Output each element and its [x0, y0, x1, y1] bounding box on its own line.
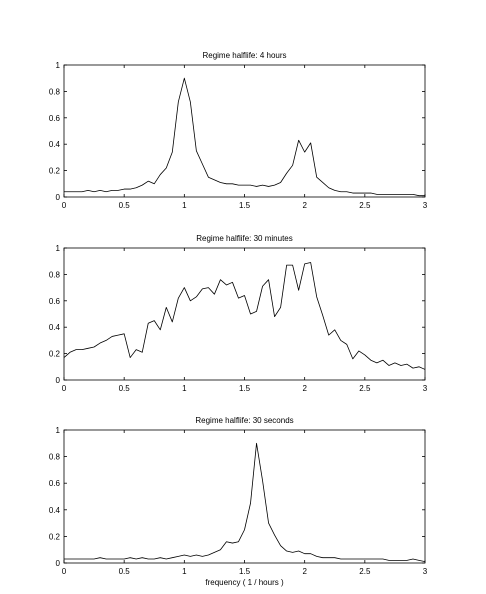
series-line-1 — [64, 442, 426, 563]
x-tick-label: 1 — [182, 567, 187, 576]
x-tick-label: 2.5 — [359, 384, 371, 393]
y-tick-label: 0.6 — [49, 479, 61, 488]
x-tick-label: 0 — [62, 201, 67, 210]
x-tick-label: 0.5 — [119, 384, 131, 393]
series-line-1 — [64, 77, 425, 197]
y-tick-label: 0.4 — [49, 323, 61, 332]
series-line-1 — [63, 262, 426, 370]
y-tick-label: 0 — [56, 559, 61, 568]
chart-title: Regime halflife: 30 minutes — [196, 234, 293, 243]
y-tick-label: 0.2 — [49, 532, 61, 541]
x-tick-label: 2 — [302, 567, 307, 576]
chart-panel-3: Regime halflife: 30 seconds 0 0.5 1 1.5 2 2.5 3… — [49, 416, 428, 587]
x-tick-label: 3 — [423, 201, 428, 210]
chart-title: Regime halflife: 30 seconds — [195, 416, 293, 425]
y-tick-label: 0.6 — [49, 114, 61, 123]
x-tick-label: 2 — [302, 384, 307, 393]
x-tick-label: 1 — [182, 384, 187, 393]
x-tick-label: 0.5 — [119, 201, 131, 210]
y-tick-label: 0.2 — [49, 167, 61, 176]
x-tick-label: 3 — [423, 384, 428, 393]
chart-panel-2: Regime halflife: 30 minutes 0 0.5 1 1.5 2 2.5 3… — [49, 234, 428, 393]
x-tick-label: 1.5 — [239, 201, 251, 210]
y-tick-label: 0.8 — [49, 453, 61, 462]
y-tick-label: 0.6 — [49, 297, 61, 306]
x-tick-label: 3 — [423, 567, 428, 576]
y-tick-label: 0.4 — [49, 140, 61, 149]
x-axis-label: frequency ( 1 / hours ) — [205, 578, 284, 587]
x-tick-label: 1 — [182, 201, 187, 210]
x-tick-label: 1.5 — [239, 384, 251, 393]
plot-frame — [63, 429, 426, 564]
y-tick-label: 0.2 — [49, 350, 61, 359]
x-tick-label: 0 — [62, 384, 67, 393]
y-tick-label: 1 — [56, 244, 61, 253]
y-tick-label: 0.4 — [49, 506, 61, 515]
y-tick-label: 0 — [56, 376, 61, 385]
x-tick-label: 2.5 — [359, 567, 371, 576]
x-tick-label: 2.5 — [359, 201, 371, 210]
plot-frame — [63, 64, 426, 198]
chart-panel-1: Regime halflife: 4 hours 0 0.5 1 1.5 2 2.5 3 0 0.… — [49, 51, 428, 210]
y-tick-label: 0.8 — [49, 87, 61, 96]
y-tick-label: 1 — [56, 61, 61, 70]
x-tick-label: 0 — [62, 567, 67, 576]
y-tick-label: 0 — [56, 193, 61, 202]
chart-title: Regime halflife: 4 hours — [202, 51, 286, 60]
y-tick-label: 0.8 — [49, 270, 61, 279]
x-tick-label: 1.5 — [239, 567, 251, 576]
x-tick-label: 2 — [302, 201, 307, 210]
x-tick-label: 0.5 — [119, 567, 131, 576]
y-tick-label: 1 — [56, 426, 61, 435]
